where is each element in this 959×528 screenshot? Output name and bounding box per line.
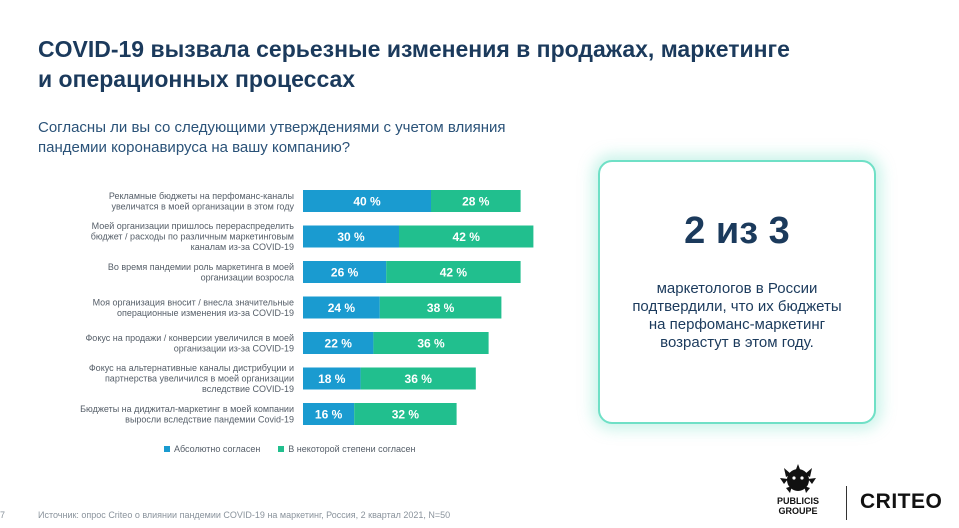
category-label-line: операционные изменения из-за COVID-19 [117, 308, 294, 318]
bar-segment-series-2 [431, 190, 521, 212]
category-label-line: Фокус на альтернативные каналы дистрибуц… [89, 363, 294, 373]
category-label-line: Фокус на продажи / конверсии увеличился … [85, 333, 294, 343]
category-label: Фокус на альтернативные каналы дистрибуц… [89, 363, 294, 394]
category-label: Бюджеты на диджитал-маркетинг в моей ком… [80, 404, 294, 425]
bar-segment-series-2 [360, 367, 476, 390]
key-stat-callout: 2 из 3 маркетологов в России подтвердили… [598, 160, 876, 424]
criteo-logo: CRITEO [860, 490, 943, 513]
callout-headline: 2 из 3 [684, 210, 790, 252]
legend-label-series-2: В некоторой степени согласен [288, 444, 416, 454]
category-label-line: вследствие COVID-19 [202, 384, 294, 394]
bar-segment-series-2 [386, 261, 521, 283]
bar-segment-series-2 [354, 403, 457, 425]
stacked-bar-chart: Рекламные бюджеты на перфоманс-каналы уве… [80, 190, 534, 425]
bar-segment-series-2 [373, 332, 489, 354]
category-label-line: Бюджеты на диджитал-маркетинг в моей ком… [80, 404, 294, 414]
legend-swatch-series-1 [164, 446, 170, 452]
category-label: Во время пандемии роль маркетинга в моей… [108, 262, 294, 283]
category-label: Фокус на продажи / конверсии увеличился … [85, 333, 294, 354]
logo-divider [846, 486, 847, 520]
publicis-groupe-logo: PUBLICIS GROUPE [766, 462, 830, 522]
bar-value-label: 38 % [427, 301, 455, 315]
category-label-line: Рекламные бюджеты на перфоманс-каналы [109, 191, 294, 201]
category-label-line: Во время пандемии роль маркетинга в моей [108, 262, 294, 272]
bar-value-label: 30 % [337, 230, 365, 244]
category-label: Моя организация вносит / внесла значител… [93, 297, 294, 318]
bar-segment-series-1 [303, 403, 355, 425]
publicis-word-2: GROUPE [778, 506, 818, 516]
bar-segment-series-1 [303, 190, 431, 212]
category-label-line: Моей организации пришлось перераспредели… [92, 221, 295, 231]
category-label: Рекламные бюджеты на перфоманс-каналы уве… [109, 191, 295, 212]
bar-value-label: 18 % [318, 372, 346, 386]
bar-value-label: 36 % [417, 337, 445, 351]
bar-value-label: 28 % [462, 195, 490, 209]
legend-label-series-1: Абсолютно согласен [174, 444, 261, 454]
category-label-line: выросли вследствие пандемии Covid-19 [125, 414, 294, 424]
legend-swatch-series-2 [278, 446, 285, 452]
category-label-line: бюджет / расходы по различным маркетинго… [91, 232, 294, 242]
source-note: Источник: опрос Criteo о влиянии пандеми… [38, 510, 451, 520]
bar-value-label: 42 % [440, 266, 468, 280]
category-label-line: организации возросла [201, 272, 294, 282]
publicis-word-1: PUBLICIS [776, 496, 819, 506]
bar-segment-series-2 [399, 225, 534, 248]
page-title: COVID-19 вызвала серьезные изменения в п… [38, 36, 790, 92]
bar-value-label: 40 % [353, 195, 381, 209]
bar-segment-series-1 [303, 261, 387, 283]
bar-value-label: 26 % [331, 266, 359, 280]
bar-segment-series-1 [303, 296, 380, 319]
category-label-line: организации из-за COVID-19 [174, 343, 294, 353]
category-label-line: увеличатся в моей организации в этом год… [111, 201, 294, 211]
category-label-line: каналам из-за COVID-19 [191, 242, 294, 252]
category-label-line: партнерства увеличился в моей организаци… [105, 374, 294, 384]
callout-text: маркетологов в России подтвердили, что и… [632, 280, 842, 351]
bar-segment-series-1 [303, 367, 361, 390]
bar-value-label: 36 % [405, 372, 433, 386]
bar-value-label: 24 % [328, 301, 356, 315]
bar-value-label: 32 % [392, 408, 420, 422]
page-number: 7 [0, 510, 6, 520]
bar-segment-series-1 [303, 332, 374, 354]
lion-head-icon [780, 464, 816, 493]
bar-value-label: 16 % [315, 408, 343, 422]
survey-question: Согласны ли вы со следующими утверждения… [38, 119, 506, 156]
chart-legend: Абсолютно согласен В некоторой степени с… [164, 444, 416, 454]
category-label: Моей организации пришлось перераспредели… [91, 221, 295, 252]
legend-item-series-1: Абсолютно согласен [164, 444, 260, 454]
legend-item-series-2: В некоторой степени согласен [278, 444, 416, 454]
category-label-line: Моя организация вносит / внесла значител… [93, 297, 294, 307]
bar-value-label: 42 % [453, 230, 481, 244]
bar-segment-series-2 [379, 296, 502, 319]
publicis-wordmark: PUBLICIS GROUPE [766, 496, 830, 516]
bar-segment-series-1 [303, 225, 399, 248]
bar-value-label: 22 % [325, 337, 353, 351]
